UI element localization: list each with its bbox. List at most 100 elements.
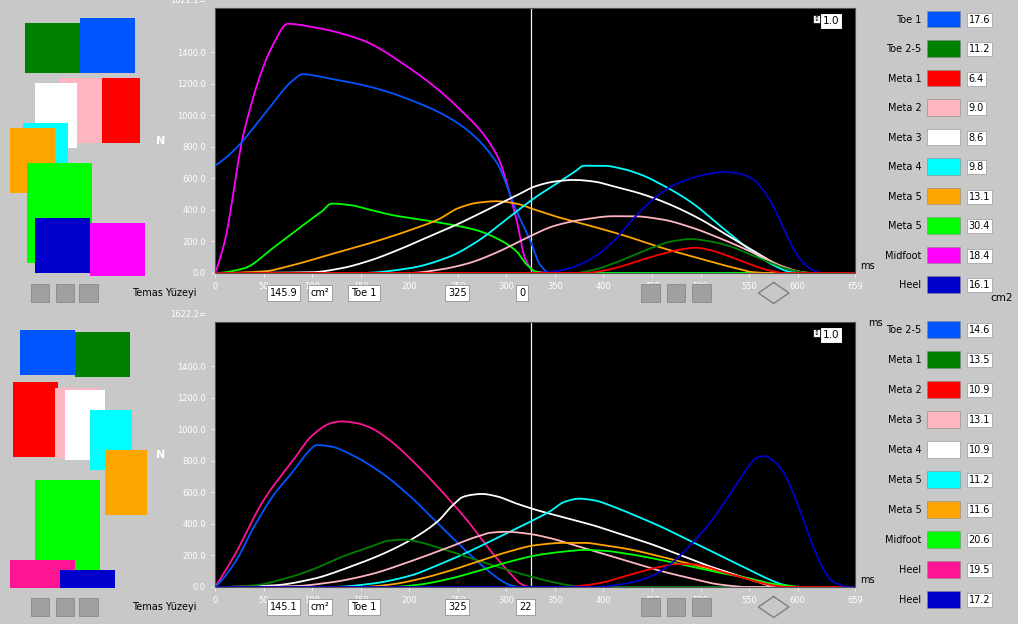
FancyBboxPatch shape bbox=[692, 284, 711, 302]
Text: Toe 2-5: Toe 2-5 bbox=[886, 44, 921, 54]
Text: 30.4: 30.4 bbox=[969, 222, 991, 232]
Text: 1622.2=: 1622.2= bbox=[170, 310, 207, 319]
Bar bbox=[23, 123, 68, 178]
Bar bbox=[927, 158, 960, 175]
Text: 13.1: 13.1 bbox=[969, 415, 991, 425]
Bar bbox=[927, 11, 960, 27]
Bar bbox=[927, 531, 960, 547]
Text: Toe 2-5: Toe 2-5 bbox=[886, 325, 921, 335]
Bar bbox=[927, 41, 960, 57]
FancyBboxPatch shape bbox=[641, 598, 660, 616]
FancyBboxPatch shape bbox=[56, 598, 74, 616]
Text: 22: 22 bbox=[519, 602, 531, 612]
Bar bbox=[927, 247, 960, 263]
Text: 145.1: 145.1 bbox=[270, 602, 297, 612]
Text: Meta 5: Meta 5 bbox=[888, 192, 921, 202]
Bar bbox=[35, 218, 90, 273]
FancyBboxPatch shape bbox=[56, 284, 74, 302]
Text: ms: ms bbox=[868, 318, 883, 328]
Text: 11.6: 11.6 bbox=[969, 505, 991, 515]
Text: N: N bbox=[156, 449, 165, 459]
Text: 13.1: 13.1 bbox=[969, 192, 991, 202]
Text: Meta 5: Meta 5 bbox=[888, 505, 921, 515]
Bar bbox=[927, 70, 960, 86]
Text: Heel: Heel bbox=[899, 565, 921, 575]
Text: Meta 1: Meta 1 bbox=[888, 355, 921, 365]
Text: 11.2: 11.2 bbox=[969, 475, 991, 485]
Text: cm²: cm² bbox=[310, 602, 329, 612]
Bar bbox=[35, 480, 100, 580]
Text: 8.6: 8.6 bbox=[969, 133, 983, 143]
Bar bbox=[80, 18, 135, 73]
Text: 19.5: 19.5 bbox=[969, 565, 991, 575]
Text: 9.0: 9.0 bbox=[969, 103, 983, 113]
Bar bbox=[65, 390, 105, 460]
Text: Meta 1: Meta 1 bbox=[888, 74, 921, 84]
Text: 17.2: 17.2 bbox=[969, 595, 991, 605]
Bar bbox=[927, 561, 960, 577]
Bar bbox=[25, 23, 80, 73]
Text: 20.6: 20.6 bbox=[969, 535, 991, 545]
Bar bbox=[10, 560, 75, 624]
Bar bbox=[60, 570, 115, 624]
Bar bbox=[10, 128, 55, 193]
Bar bbox=[27, 163, 92, 263]
Text: 14.6: 14.6 bbox=[969, 325, 991, 335]
FancyBboxPatch shape bbox=[31, 598, 49, 616]
Text: Toe 1: Toe 1 bbox=[896, 15, 921, 25]
FancyBboxPatch shape bbox=[692, 598, 711, 616]
Text: Heel: Heel bbox=[899, 280, 921, 290]
Bar bbox=[90, 223, 145, 278]
Text: 325: 325 bbox=[448, 288, 466, 298]
Text: 1.0: 1.0 bbox=[823, 16, 839, 26]
Text: Midfoot: Midfoot bbox=[885, 251, 921, 261]
Bar bbox=[927, 129, 960, 145]
Text: 18.4: 18.4 bbox=[969, 251, 991, 261]
FancyBboxPatch shape bbox=[667, 284, 685, 302]
Bar bbox=[927, 411, 960, 427]
Bar bbox=[75, 332, 130, 377]
Text: 1622.2=: 1622.2= bbox=[170, 0, 207, 6]
FancyBboxPatch shape bbox=[79, 598, 98, 616]
Bar bbox=[927, 188, 960, 204]
Bar bbox=[927, 217, 960, 233]
Bar bbox=[90, 410, 132, 470]
Text: 145.9: 145.9 bbox=[270, 288, 297, 298]
Bar bbox=[927, 276, 960, 293]
Text: Temas Yüzeyi: Temas Yüzeyi bbox=[132, 288, 196, 298]
Text: cm2: cm2 bbox=[991, 293, 1013, 303]
Bar bbox=[55, 388, 100, 458]
Bar bbox=[927, 591, 960, 608]
Bar bbox=[927, 321, 960, 338]
Bar bbox=[927, 501, 960, 517]
Text: 325: 325 bbox=[448, 602, 466, 612]
Text: 17.6: 17.6 bbox=[969, 15, 991, 25]
Text: cm²: cm² bbox=[310, 288, 329, 298]
FancyBboxPatch shape bbox=[641, 284, 660, 302]
Text: ms: ms bbox=[860, 261, 874, 271]
Text: 16.1: 16.1 bbox=[969, 280, 991, 290]
Bar bbox=[13, 382, 58, 457]
Text: 9.8: 9.8 bbox=[969, 162, 983, 172]
Bar bbox=[927, 441, 960, 457]
Bar bbox=[927, 381, 960, 397]
Text: Meta 5: Meta 5 bbox=[888, 475, 921, 485]
Text: 6.4: 6.4 bbox=[969, 74, 983, 84]
Bar bbox=[927, 471, 960, 487]
Text: Meta 5: Meta 5 bbox=[888, 222, 921, 232]
Text: ms: ms bbox=[860, 575, 874, 585]
Bar bbox=[60, 78, 102, 143]
Text: 0: 0 bbox=[519, 288, 525, 298]
Text: Meta 3: Meta 3 bbox=[888, 415, 921, 425]
Text: N: N bbox=[156, 135, 165, 145]
Bar bbox=[35, 83, 77, 148]
Text: Heel: Heel bbox=[899, 595, 921, 605]
Text: Meta 2: Meta 2 bbox=[888, 103, 921, 113]
Bar bbox=[927, 99, 960, 115]
Text: ↕: ↕ bbox=[814, 330, 819, 336]
Text: Midfoot: Midfoot bbox=[885, 535, 921, 545]
FancyBboxPatch shape bbox=[31, 284, 49, 302]
Text: 13.5: 13.5 bbox=[969, 355, 991, 365]
Text: 10.9: 10.9 bbox=[969, 385, 991, 395]
Text: Meta 4: Meta 4 bbox=[888, 445, 921, 455]
